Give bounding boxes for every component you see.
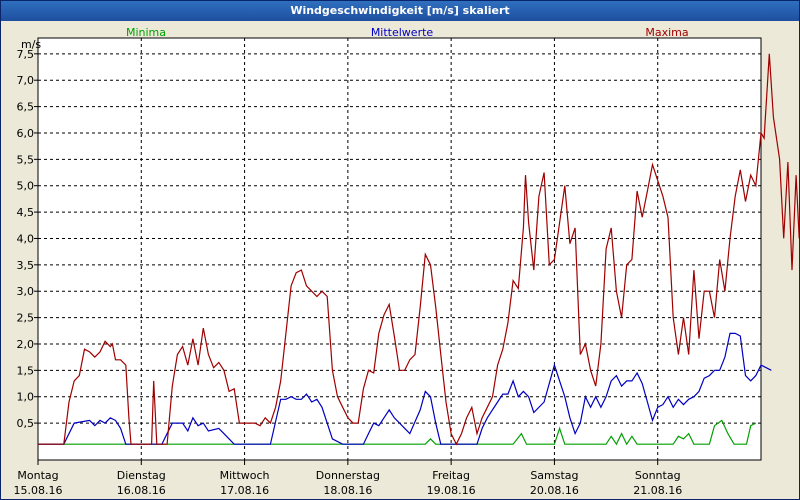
y-tick-label: 2,5: [17, 312, 35, 325]
legend-minima: Minima: [126, 26, 166, 39]
series-line-mittelwerte: [38, 332, 772, 445]
y-tick-label: 1,5: [17, 364, 35, 377]
x-tick-date: 18.08.16: [323, 484, 372, 497]
x-tick-day: Montag: [17, 469, 58, 482]
legend-maxima: Maxima: [645, 26, 688, 39]
legend: Minima Mittelwerte Maxima: [126, 26, 689, 39]
x-tick-date: 20.08.16: [530, 484, 579, 497]
y-tick-label: 5,0: [17, 180, 35, 193]
x-tick-day: Dienstag: [117, 469, 166, 482]
y-axis-label: m/s: [21, 38, 41, 51]
wind-speed-chart: 0,5 1,0 1,5 2,0 2,5 3,0 3,5 4,0 4,5 5,0 5,5 6,0 6,5 7…: [14, 26, 799, 497]
x-tick-date: 19.08.16: [427, 484, 476, 497]
series-line-maxima: [38, 53, 799, 446]
y-tick-label: 2,0: [17, 338, 35, 351]
y-tick-label: 1,0: [17, 391, 35, 404]
x-tick-day: Donnerstag: [316, 469, 380, 482]
legend-mittelwerte: Mittelwerte: [371, 26, 434, 39]
y-tick-labels: 0,5 1,0 1,5 2,0 2,5 3,0 3,5 4,0 4,5 5,0 5,5 6,0 6,5 7…: [17, 48, 35, 430]
y-tick-label: 6,5: [17, 101, 35, 114]
x-tick-day: Mittwoch: [220, 469, 270, 482]
x-tick-day: Samstag: [530, 469, 578, 482]
window-title: Windgeschwindigkeit [m/s] skaliert: [1, 1, 799, 21]
x-tick-date: 15.08.16: [14, 484, 63, 497]
y-tick-label: 3,0: [17, 285, 35, 298]
x-tick-day: Freitag: [432, 469, 470, 482]
y-tick-label: 4,5: [17, 206, 35, 219]
plot-area: [37, 37, 762, 461]
x-tick-day: Sonntag: [635, 469, 681, 482]
y-tick-label: 7,0: [17, 74, 35, 87]
y-tick-label: 7,5: [17, 48, 35, 61]
series-lines: [38, 53, 799, 446]
y-tick-label: 5,5: [17, 153, 35, 166]
x-tick-date: 17.08.16: [220, 484, 269, 497]
y-tick-label: 3,5: [17, 259, 35, 272]
x-tick-date: 16.08.16: [117, 484, 166, 497]
y-tick-label: 0,5: [17, 417, 35, 430]
y-tick-label: 4,0: [17, 232, 35, 245]
y-tick-label: 6,0: [17, 127, 35, 140]
series-line-minima: [38, 419, 757, 446]
x-tick-labels: Montag 15.08.16 Dienstag 16.08.16 Mittwoch 17…: [14, 469, 683, 497]
grid-lines: [34, 38, 761, 465]
x-tick-date: 21.08.16: [633, 484, 682, 497]
